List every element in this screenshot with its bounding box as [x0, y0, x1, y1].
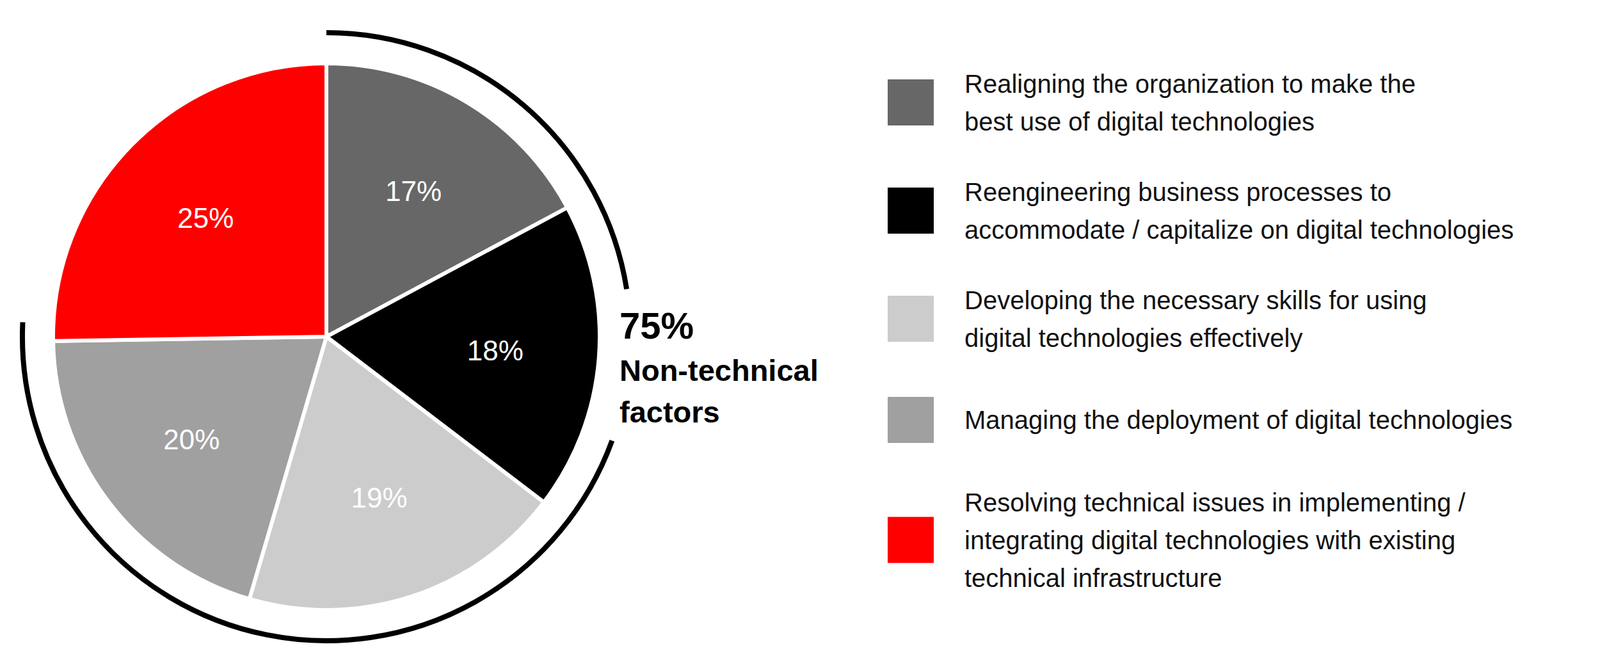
legend-swatch	[887, 517, 934, 564]
legend-line: Realigning the organization to make the	[964, 69, 1416, 98]
legend-swatch	[887, 295, 934, 342]
data-label: 20%	[163, 423, 220, 456]
annotation-bracket	[22, 32, 627, 641]
annotation-text: Non-technical factors	[619, 353, 819, 429]
legend-label: Reengineering business processes to accom…	[964, 177, 1514, 244]
legend-line: Managing the deployment of digital techn…	[964, 405, 1513, 434]
legend-label: Managing the deployment of digital techn…	[964, 405, 1513, 434]
legend-label: Realigning the organization to make the b…	[964, 69, 1416, 136]
annotation-line: factors	[619, 394, 720, 429]
data-label: 25%	[177, 202, 234, 234]
legend-line: Resolving technical issues in implementi…	[964, 488, 1466, 517]
legend-swatch	[887, 79, 934, 126]
legend: Realigning the organization to make the b…	[887, 69, 1514, 592]
annotation-line: Non-technical	[619, 353, 819, 388]
legend-swatch	[887, 187, 934, 234]
legend-line: integrating digital technologies with ex…	[964, 526, 1456, 555]
legend-label: Resolving technical issues in implementi…	[964, 488, 1466, 592]
legend-line: Reengineering business processes to	[964, 177, 1392, 207]
legend-swatch	[887, 396, 934, 443]
legend-line: digital technologies effectively	[964, 323, 1303, 352]
pie	[53, 63, 600, 610]
legend-line: accommodate / capitalize on digital tech…	[964, 215, 1514, 244]
legend-line: technical infrastructure	[964, 563, 1222, 592]
chart: 17% 18% 19% 20% 25% 75% Non-technical factors Re…	[0, 0, 1600, 667]
pie-slice	[53, 336, 327, 600]
annotation-value: 75%	[619, 304, 694, 347]
pie-slice	[53, 63, 327, 342]
legend-line: best use of digital technologies	[964, 107, 1315, 136]
data-label: 18%	[467, 334, 524, 367]
data-label: 17%	[385, 175, 442, 207]
data-label: 19%	[351, 481, 408, 514]
legend-label: Developing the necessary skills for usin…	[964, 286, 1428, 352]
legend-line: Developing the necessary skills for usin…	[964, 286, 1428, 315]
